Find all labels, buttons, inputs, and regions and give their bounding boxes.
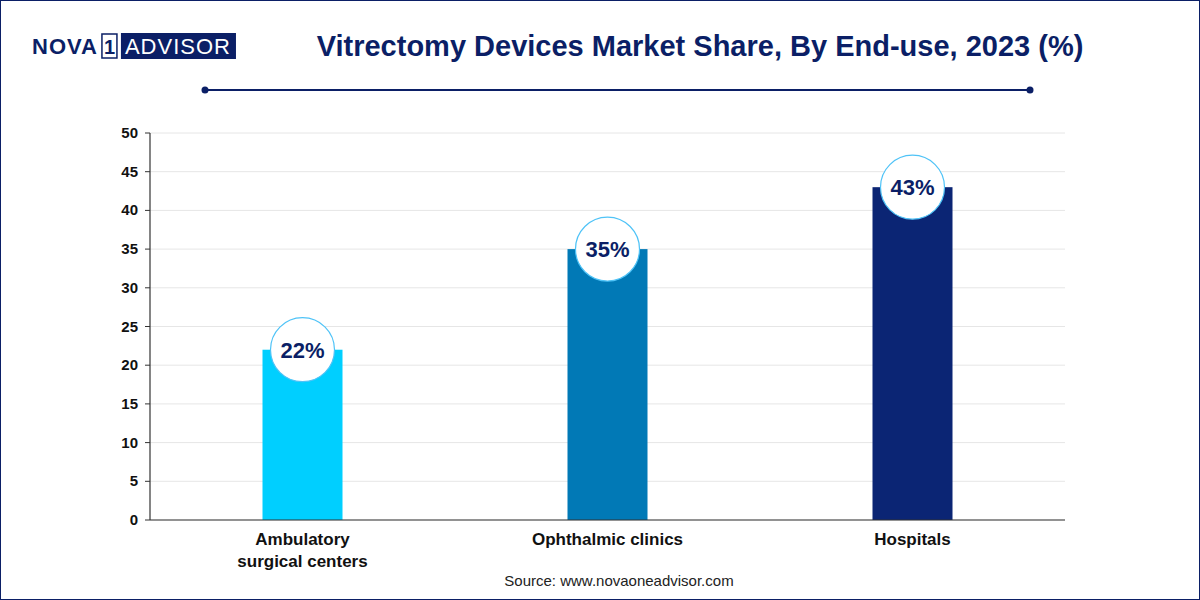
tick-mark <box>145 520 150 521</box>
tick-label: 35 <box>121 240 138 257</box>
data-label: 35% <box>585 237 629 262</box>
category-line: Ambulatory <box>255 530 350 549</box>
tick-label: 20 <box>121 356 138 373</box>
data-labels: 22% 35% 43% <box>271 155 945 382</box>
tick-label: 40 <box>121 201 138 218</box>
category-line: surgical centers <box>237 552 367 571</box>
source: Source: www.novaoneadvisor.com <box>504 572 733 589</box>
data-label: 22% <box>280 338 324 363</box>
tick-label: 45 <box>121 163 138 180</box>
tick-mark <box>145 210 150 211</box>
title: Vitrectomy Devices Market Share, By End-… <box>317 30 1084 62</box>
title-rule-dot <box>202 87 209 94</box>
title-rule <box>205 89 1030 91</box>
tick-mark <box>145 287 150 288</box>
tick-mark <box>145 403 150 404</box>
x-axis <box>150 519 1065 520</box>
title-rule-dot <box>1027 87 1034 94</box>
category-line: Ophthalmic clinics <box>532 530 683 549</box>
tick-mark <box>145 171 150 172</box>
tick-label: 10 <box>121 434 138 451</box>
tick-label: 0 <box>130 511 138 528</box>
grid-line <box>150 520 1065 521</box>
tick-label: 25 <box>121 318 138 335</box>
category-line: Hospitals <box>874 530 951 549</box>
label-badge <box>271 318 335 382</box>
logo-text: 1 <box>104 36 115 58</box>
grid-line <box>150 133 1065 134</box>
tick-mark <box>145 133 150 134</box>
tick-mark <box>145 442 150 443</box>
tick-mark <box>145 249 150 250</box>
tick-label: 15 <box>121 395 138 412</box>
tick-mark <box>145 365 150 366</box>
logo-text: NOVA <box>32 34 98 59</box>
tick-mark <box>145 326 150 327</box>
tick-label: 50 <box>121 124 138 141</box>
logo-bg <box>121 33 236 59</box>
bar <box>568 249 648 520</box>
bar <box>873 187 953 520</box>
frame <box>1 1 1200 600</box>
label-badge <box>881 155 945 219</box>
logo-text: ADVISOR <box>125 34 231 59</box>
tick-label: 5 <box>130 472 138 489</box>
x-labels: Ambulatory surgical centers Ophthalmic cli… <box>237 530 950 571</box>
category-label: Hospitals <box>874 530 951 549</box>
tick-label: 30 <box>121 279 138 296</box>
grid: 0 5 10 15 20 25 30 35 40 45 50 <box>121 124 1065 528</box>
y-axis <box>149 133 150 520</box>
label-badge <box>576 217 640 281</box>
category-label: Ophthalmic clinics <box>532 530 683 549</box>
logo: NOVA 1 ADVISOR <box>32 33 236 59</box>
logo-box <box>102 34 117 58</box>
category-label: Ambulatory surgical centers <box>237 530 367 571</box>
tick-mark <box>145 481 150 482</box>
data-label: 43% <box>890 175 934 200</box>
bars <box>263 187 953 520</box>
